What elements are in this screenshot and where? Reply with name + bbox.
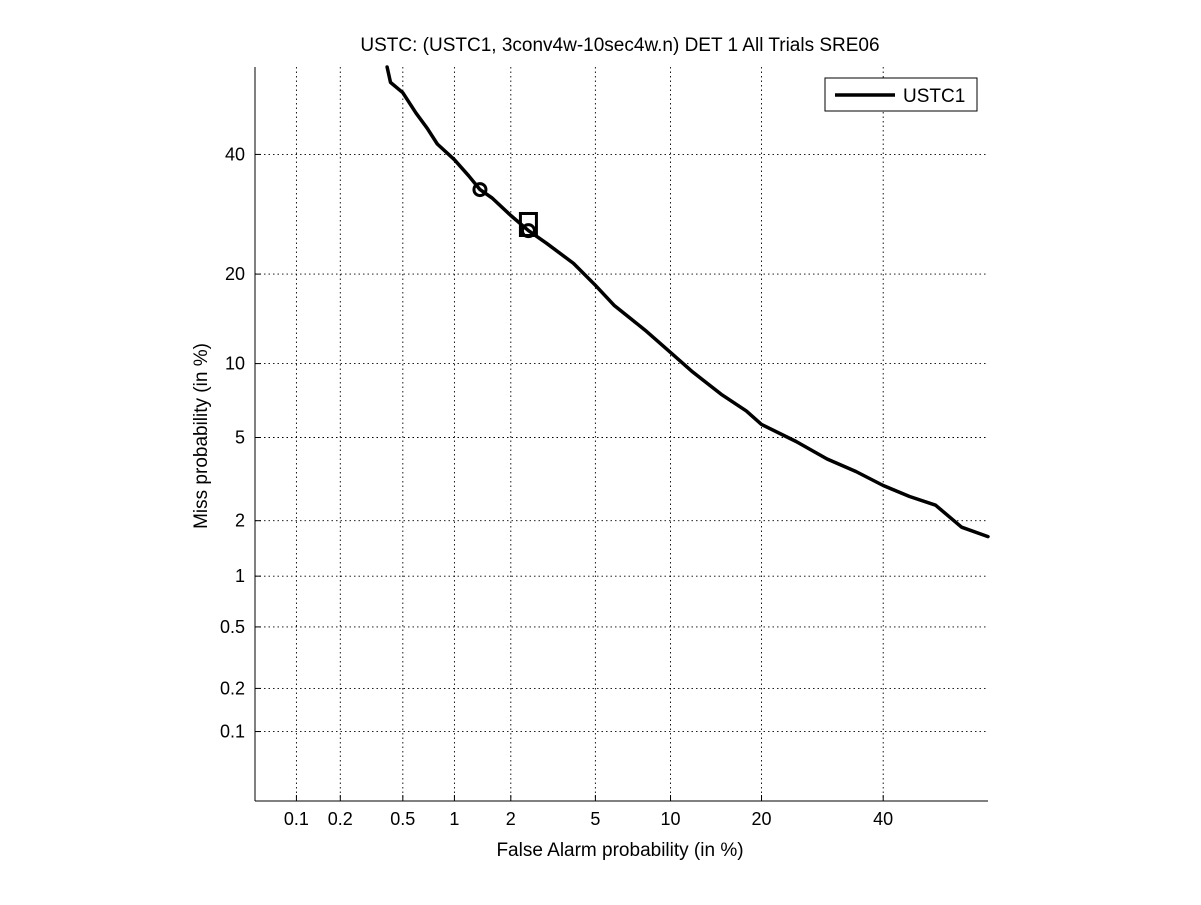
x-tick-label: 10 [661,809,681,829]
chart-title: USTC: (USTC1, 3conv4w-10sec4w.n) DET 1 A… [360,35,879,56]
y-axis-label: Miss probability (in %) [191,343,212,529]
series-layer [385,65,990,539]
y-tick-label: 0.1 [220,722,245,742]
x-tick-label: 0.5 [390,809,415,829]
x-tick-label: 40 [873,809,893,829]
y-tick-label: 0.2 [220,678,245,698]
x-tick-label: 2 [506,809,516,829]
y-tick-label: 20 [225,264,245,284]
operating-point-square-marker [518,211,538,237]
operating-point-circle-marker [472,182,488,198]
x-tick-label: 1 [449,809,459,829]
legend: USTC1 [824,77,978,112]
legend-label: USTC1 [903,86,965,107]
y-tick-label: 5 [235,428,245,448]
y-tick-label: 0.5 [220,617,245,637]
y-tick-label: 40 [225,144,245,164]
axes: 0.1 0.2 0.5 1 2 5 10 20 40 0.1 0.2 0.5 1 2 5 10 20 40 [220,67,988,829]
y-tick-label: 10 [225,354,245,374]
x-tick-label: 0.1 [284,809,309,829]
markers [472,182,538,239]
y-tick-label: 1 [235,566,245,586]
x-tick-label: 0.2 [328,809,353,829]
y-tick-label: 2 [235,511,245,531]
x-tick-label: 20 [752,809,772,829]
grid [255,67,988,801]
x-tick-label: 5 [590,809,600,829]
series-line-ustc1 [385,65,990,539]
x-axis-label: False Alarm probability (in %) [496,840,743,861]
